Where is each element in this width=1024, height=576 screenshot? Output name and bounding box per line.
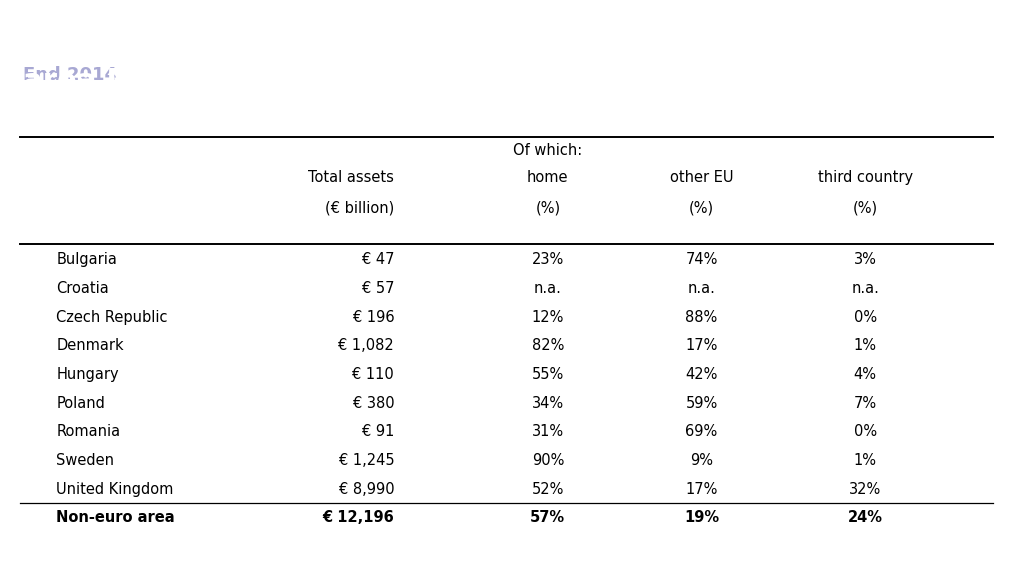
Text: Poland: Poland [56,396,105,411]
Text: Hungary: Hungary [56,367,119,382]
Text: (%): (%) [689,201,714,216]
Text: Non-euro area: Non-euro area [56,510,175,525]
Text: 17%: 17% [685,338,718,353]
Text: 90%: 90% [531,453,564,468]
Text: 0%: 0% [854,425,877,439]
Text: 12%: 12% [531,309,564,325]
Text: (%): (%) [536,201,560,216]
Text: 88%: 88% [685,309,718,325]
Text: 7%: 7% [854,396,877,411]
Text: Bulgaria: Bulgaria [56,252,117,267]
Text: area Member States: area Member States [23,67,355,95]
Text: € 47: € 47 [361,252,394,267]
Text: Romania: Romania [56,425,121,439]
Text: 31%: 31% [531,425,564,439]
Text: 57%: 57% [530,510,565,525]
Text: 24%: 24% [848,510,883,525]
Text: (%): (%) [853,201,878,216]
Text: 17%: 17% [685,482,718,497]
Text: Total assets: Total assets [308,170,394,185]
Text: € 110: € 110 [352,367,394,382]
Text: United Kingdom: United Kingdom [56,482,174,497]
Text: € 1,082: € 1,082 [339,338,394,353]
Text: 74%: 74% [685,252,718,267]
Text: 42%: 42% [685,367,718,382]
Text: € 1,245: € 1,245 [339,453,394,468]
Text: 32%: 32% [849,482,882,497]
Text: 0%: 0% [854,309,877,325]
Text: 3%: 3% [854,252,877,267]
Text: € 57: € 57 [361,281,394,296]
Text: 69%: 69% [685,425,718,439]
Text: other EU: other EU [670,170,733,185]
Text: Sweden: Sweden [56,453,115,468]
Text: Denmark: Denmark [56,338,124,353]
Text: 23%: 23% [531,252,564,267]
Text: 82%: 82% [531,338,564,353]
Text: home: home [527,170,568,185]
Text: Of which:: Of which: [513,143,583,158]
Text: third country: third country [818,170,912,185]
Text: 1%: 1% [854,453,877,468]
Text: 19%: 19% [684,510,719,525]
Text: n.a.: n.a. [851,281,880,296]
Text: € 91: € 91 [361,425,394,439]
Text: € 8,990: € 8,990 [339,482,394,497]
Text: Croatia: Croatia [56,281,110,296]
Text: n.a.: n.a. [687,281,716,296]
Text: 55%: 55% [531,367,564,382]
Text: 34%: 34% [531,396,564,411]
Text: End 2014: End 2014 [23,66,117,84]
Text: 59%: 59% [685,396,718,411]
Text: 52%: 52% [531,482,564,497]
Text: 9%: 9% [690,453,713,468]
Text: € 196: € 196 [352,309,394,325]
Text: Cross-border banking penetration in non-euro: Cross-border banking penetration in non-… [23,15,781,43]
Text: 1%: 1% [854,338,877,353]
Text: € 380: € 380 [352,396,394,411]
Text: Czech Republic: Czech Republic [56,309,168,325]
Text: n.a.: n.a. [534,281,562,296]
Text: 4%: 4% [854,367,877,382]
Text: (€ billion): (€ billion) [325,201,394,216]
Text: € 12,196: € 12,196 [323,510,394,525]
